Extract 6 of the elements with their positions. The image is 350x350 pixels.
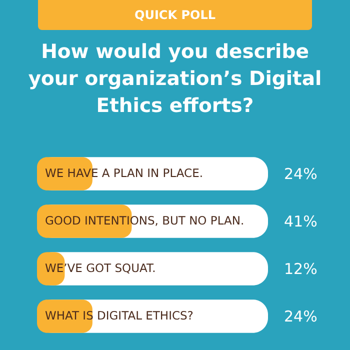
data-label: 24%: [284, 307, 318, 326]
text: QUICK POLL: [38, 0, 312, 30]
data-label: 41%: [284, 212, 318, 230]
data-label: 12%: [284, 260, 318, 278]
chart-title: How would you describe your organization’s Digital Ethics efforts?: [27, 39, 323, 119]
data-label: 24%: [284, 164, 318, 183]
